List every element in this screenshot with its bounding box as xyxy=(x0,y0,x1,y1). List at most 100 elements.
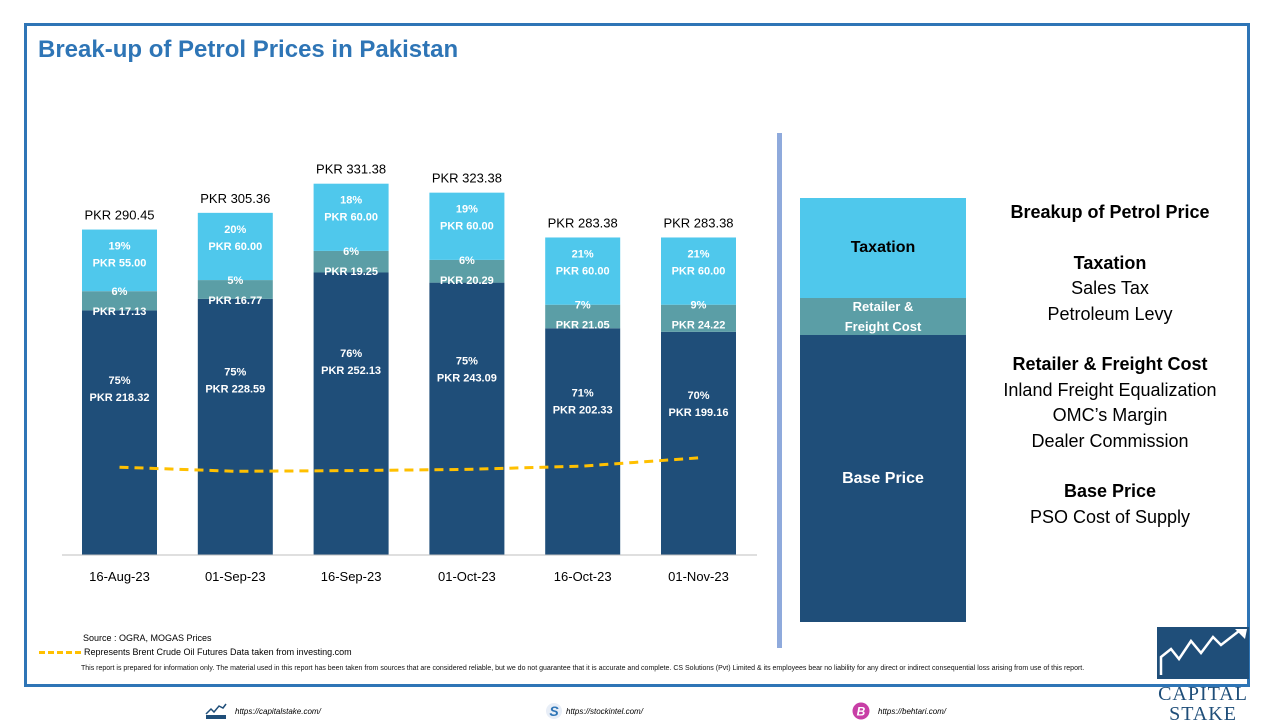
legend-retailer-label-2: Freight Cost xyxy=(844,318,922,334)
legend-taxation: Taxation xyxy=(800,198,966,298)
bar-segment-retailer-freight-cost xyxy=(429,259,505,283)
data-label-value: PKR 218.32 xyxy=(90,392,150,404)
data-label-percent: 19% xyxy=(108,241,130,253)
x-tick-label: 01-Oct-23 xyxy=(438,569,496,584)
footer-link-capitalstake[interactable]: https://capitalstake.com/ xyxy=(205,702,321,720)
brent-legend: Represents Brent Crude Oil Futures Data … xyxy=(39,647,352,657)
bar-segment-taxation xyxy=(429,192,505,260)
section-divider xyxy=(777,133,782,648)
data-label-percent: 5% xyxy=(227,275,243,287)
bar-segment-taxation xyxy=(82,229,157,292)
bar-segment-base-price xyxy=(197,298,273,555)
footer-link-capitalstake-text[interactable]: https://capitalstake.com/ xyxy=(235,706,321,716)
data-label-value: PKR 252.13 xyxy=(321,365,381,377)
page-title: Break-up of Petrol Prices in Pakistan xyxy=(38,36,459,63)
data-label-value: PKR 60.00 xyxy=(556,265,610,277)
data-label-percent: 6% xyxy=(459,255,475,267)
data-label-percent: 18% xyxy=(340,195,362,207)
data-label-value: PKR 202.33 xyxy=(553,404,613,416)
data-label-percent: 7% xyxy=(575,300,591,312)
footer-link-stockintel[interactable]: S https://stockintel.com/ xyxy=(545,702,643,720)
bar-segment-retailer-freight-cost xyxy=(313,250,389,273)
data-label-value: PKR 20.29 xyxy=(440,275,494,287)
data-label-percent: 76% xyxy=(340,348,362,360)
data-label-value: PKR 24.22 xyxy=(672,320,726,332)
x-tick-label: 01-Nov-23 xyxy=(668,569,729,584)
data-label-percent: 9% xyxy=(691,300,707,312)
bar-segment-retailer-freight-cost xyxy=(661,304,736,332)
bar-segment-retailer-freight-cost xyxy=(82,291,157,311)
x-tick-label: 16-Aug-23 xyxy=(89,569,150,584)
legend-base: Base Price xyxy=(800,335,966,622)
bar-total-label: PKR 305.36 xyxy=(200,191,270,206)
brent-legend-swatch xyxy=(39,650,81,654)
bar-total-label: PKR 323.38 xyxy=(432,171,502,186)
capital-stake-logo-icon xyxy=(1157,627,1249,679)
capitalstake-mini-logo-icon xyxy=(205,702,227,720)
footer-link-behtari[interactable]: B https://behtari.com/ xyxy=(852,702,946,720)
data-label-percent: 21% xyxy=(687,248,709,260)
bar-segment-base-price xyxy=(429,282,505,555)
bar-segment-base-price xyxy=(545,328,621,555)
data-label-value: PKR 60.00 xyxy=(672,265,726,277)
bar-segment-taxation xyxy=(197,212,273,281)
x-tick-label: 01-Sep-23 xyxy=(205,569,266,584)
legend-retailer: Retailer & Freight Cost xyxy=(800,298,966,335)
x-tick-label: 16-Sep-23 xyxy=(321,569,382,584)
bar-total-label: PKR 331.38 xyxy=(316,162,386,177)
legend-retailer-label-1: Retailer & xyxy=(852,298,914,314)
source-note: Source : OGRA, MOGAS Prices xyxy=(83,633,212,644)
info-taxation-item: Petroleum Levy xyxy=(1047,303,1173,324)
data-label-percent: 75% xyxy=(224,367,246,379)
data-label-value: PKR 60.00 xyxy=(208,241,262,253)
logo-text-capital: CAPITAL xyxy=(1158,683,1248,705)
footer-link-stockintel-text[interactable]: https://stockintel.com/ xyxy=(566,706,643,716)
breakup-description: Breakup of Petrol Price Taxation Sales T… xyxy=(990,200,1230,530)
data-label-value: PKR 55.00 xyxy=(93,258,147,270)
legend-taxation-label: Taxation xyxy=(850,239,916,256)
legend-base-label: Base Price xyxy=(842,469,924,487)
bar-segment-taxation xyxy=(313,183,389,251)
behtari-logo-icon: B xyxy=(852,702,870,720)
data-label-percent: 75% xyxy=(108,375,130,387)
bar-total-label: PKR 290.45 xyxy=(84,208,154,223)
info-retailer-heading: Retailer & Freight Cost xyxy=(1012,354,1208,374)
price-component-legend: Taxation Retailer & Freight Cost Base Pr… xyxy=(800,198,966,622)
capital-stake-logo: CAPITAL STAKE xyxy=(1157,627,1249,724)
bar-segment-base-price xyxy=(313,272,389,555)
data-label-value: PKR 60.00 xyxy=(440,221,494,233)
svg-text:B: B xyxy=(857,705,866,719)
info-retailer-item: Dealer Commission xyxy=(1031,430,1189,451)
data-label-percent: 20% xyxy=(224,224,246,236)
bar-segment-taxation xyxy=(545,237,621,305)
brent-crude-line xyxy=(119,456,699,473)
data-label-percent: 71% xyxy=(572,387,594,399)
logo-text-stake: STAKE xyxy=(1169,703,1237,725)
bar-segment-base-price xyxy=(661,331,736,555)
stockintel-logo-icon: S xyxy=(546,703,562,719)
data-label-percent: 21% xyxy=(572,248,594,260)
info-retailer-item: Inland Freight Equalization xyxy=(1003,379,1217,400)
info-retailer-item: OMC’s Margin xyxy=(1052,405,1168,425)
source-text: Source : OGRA, MOGAS Prices xyxy=(83,633,212,643)
x-tick-label: 16-Oct-23 xyxy=(554,569,612,584)
data-label-value: PKR 21.05 xyxy=(556,320,610,332)
data-label-value: PKR 16.77 xyxy=(208,295,262,307)
svg-text:S: S xyxy=(549,703,559,719)
bar-total-label: PKR 283.38 xyxy=(663,215,733,230)
stacked-bar-chart: 75% PKR 218.32 6% PKR 17.13 19% PKR 55.00 PKR … xyxy=(62,162,757,584)
info-taxation-item: Sales Tax xyxy=(1071,278,1149,298)
data-label-value: PKR 17.13 xyxy=(93,306,147,318)
disclaimer: This report is prepared for information … xyxy=(81,665,1085,672)
brent-legend-text: Represents Brent Crude Oil Futures Data … xyxy=(84,647,352,657)
bar-segment-retailer-freight-cost xyxy=(545,304,621,329)
data-label-percent: 19% xyxy=(456,204,478,216)
data-label-value: PKR 243.09 xyxy=(437,372,497,384)
bar-segment-retailer-freight-cost xyxy=(197,280,273,299)
data-label-value: PKR 199.16 xyxy=(669,407,729,419)
footer-link-behtari-text[interactable]: https://behtari.com/ xyxy=(878,706,947,716)
info-heading: Breakup of Petrol Price xyxy=(1010,202,1210,222)
info-base-heading: Base Price xyxy=(1063,481,1157,501)
data-label-value: PKR 60.00 xyxy=(324,212,378,224)
data-label-percent: 6% xyxy=(112,286,128,298)
